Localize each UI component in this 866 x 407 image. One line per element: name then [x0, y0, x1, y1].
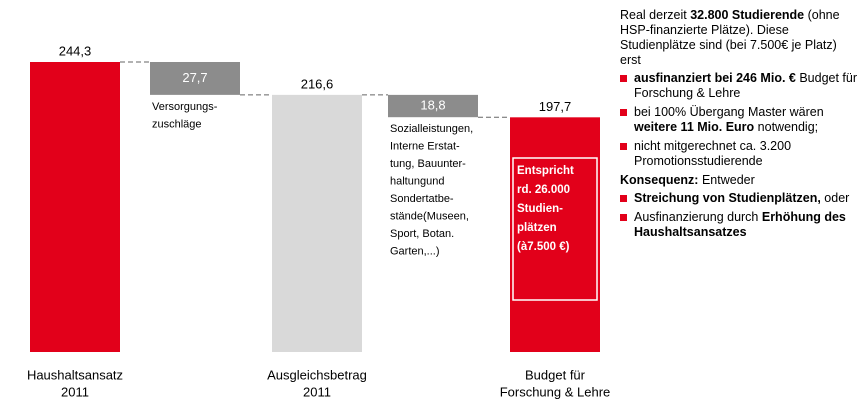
paragraph: Real derzeit 32.800 Studierende (ohne HS… [620, 8, 860, 68]
bar [388, 94, 478, 118]
annotation: Studien- [517, 203, 563, 215]
value-label: 27,7 [182, 70, 207, 85]
text: Konsequenz: [620, 173, 699, 187]
text: weitere 11 Mio. Euro [634, 120, 755, 134]
value-label: 18,8 [420, 97, 445, 112]
text: Budget für Forschung & Lehre [634, 71, 858, 100]
paragraph: Konsequenz: Entweder [620, 173, 860, 188]
bullet-item: Ausfinanzierung durch Erhöhung des Haush… [620, 210, 860, 240]
category-label: Sozialleistungen, [390, 123, 473, 135]
bullet-item: Streichung von Studienplätzen, oder [620, 191, 860, 206]
x-tick-label: Haushaltsansatz [27, 367, 123, 382]
value-label: 216,6 [301, 76, 334, 91]
text: (ohne HSP-finanzierte Plätze). Diese Stu… [620, 8, 840, 67]
category-label: zuschläge [152, 118, 202, 130]
text: oder [820, 191, 850, 205]
text: bei 100% Übergang Master wären [634, 105, 824, 119]
annotation: (à7.500 €) [517, 241, 570, 253]
chart: 244,3 Haushaltsansatz 2011 27,7 Versorgungs-… [27, 43, 610, 399]
bar [30, 62, 120, 352]
bar [150, 62, 240, 95]
annotation: plätzen [517, 222, 557, 234]
text: Real derzeit [620, 8, 691, 22]
text: nicht mitgerechnet ca. 3.200 Promotionss… [634, 139, 792, 168]
x-tick-label: Budget für [525, 367, 586, 382]
value-label: 244,3 [59, 43, 92, 58]
category-label: Garten,...) [390, 246, 440, 258]
bullet-item: nicht mitgerechnet ca. 3.200 Promotionss… [620, 139, 860, 169]
annotation: rd. 26.000 [517, 184, 570, 196]
value-label: 197,7 [539, 99, 572, 114]
x-tick-label: 2011 [61, 384, 89, 399]
side-text: Real derzeit 32.800 Studierende (ohne HS… [620, 8, 860, 244]
x-tick-label: Forschung & Lehre [500, 384, 610, 399]
category-label: haltungund [390, 176, 444, 188]
bullet-item: ausfinanziert bei 246 Mio. € Budget für … [620, 71, 860, 101]
text: notwendig; [754, 120, 819, 134]
category-label: tung, Bauunter- [390, 158, 466, 170]
annotation-box [512, 157, 598, 301]
text: ausfinanziert bei 246 Mio. € [634, 71, 796, 85]
category-label: Sondertatbe- [390, 193, 454, 205]
bar [272, 94, 362, 352]
text: Ausfinanzierung durch [634, 210, 762, 224]
annotation: Entspricht [517, 165, 574, 177]
text: 32.800 Studierende [690, 8, 805, 22]
x-tick-label: Ausgleichsbetrag [267, 367, 367, 382]
text: Erhöhung des Haushaltsansatzes [634, 210, 846, 239]
category-label: Sport, Botan. [390, 228, 454, 240]
text: Entweder [698, 173, 755, 187]
x-tick-label: 2011 [303, 384, 331, 399]
text: Streichung von Studienplätzen, [634, 191, 821, 205]
bullet-item: bei 100% Übergang Master wären weitere 1… [620, 105, 860, 135]
category-label: stände(Museen, [390, 211, 469, 223]
category-label: Versorgungs- [152, 101, 218, 113]
category-label: Interne Erstat- [390, 141, 460, 153]
